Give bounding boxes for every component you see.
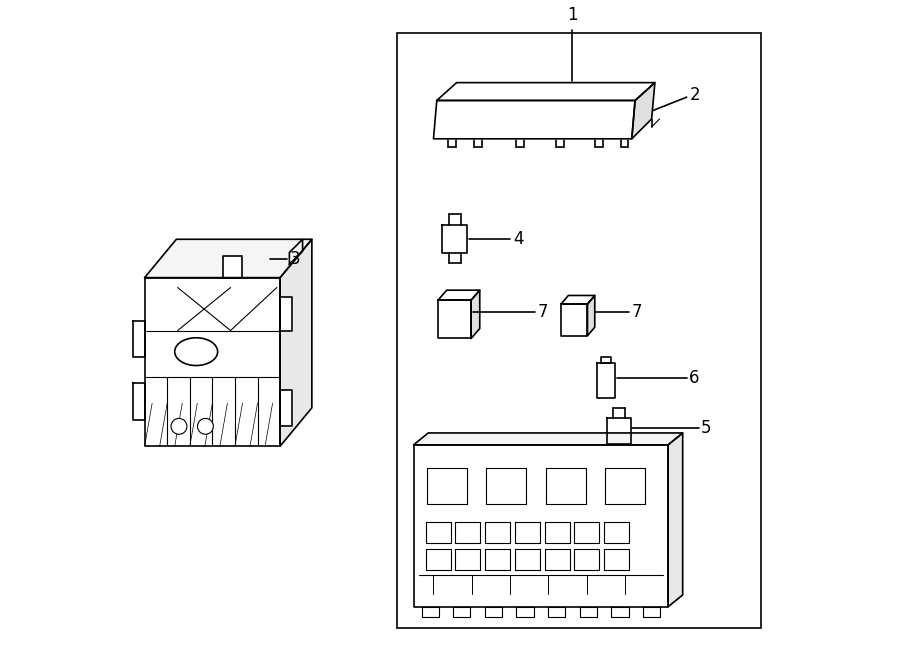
Polygon shape (438, 290, 480, 300)
Polygon shape (132, 383, 145, 420)
Polygon shape (632, 83, 655, 139)
Polygon shape (442, 225, 467, 253)
Text: 7: 7 (537, 303, 548, 321)
Polygon shape (280, 390, 292, 426)
Polygon shape (434, 100, 635, 139)
Ellipse shape (175, 338, 218, 366)
Text: 2: 2 (689, 86, 700, 104)
Polygon shape (132, 321, 145, 357)
Polygon shape (438, 300, 472, 338)
Polygon shape (280, 297, 292, 330)
Polygon shape (472, 290, 480, 338)
Polygon shape (598, 363, 615, 398)
Circle shape (197, 418, 213, 434)
Polygon shape (561, 295, 595, 304)
Polygon shape (145, 278, 280, 446)
Circle shape (171, 418, 187, 434)
Polygon shape (608, 418, 631, 444)
Polygon shape (414, 445, 668, 607)
Polygon shape (601, 357, 610, 363)
Polygon shape (145, 239, 312, 278)
Polygon shape (588, 295, 595, 336)
Bar (397, 33, 760, 628)
Text: 3: 3 (290, 250, 301, 268)
Text: 6: 6 (689, 369, 700, 387)
Polygon shape (414, 433, 683, 445)
Text: 7: 7 (632, 303, 643, 321)
Text: 1: 1 (567, 7, 578, 24)
Text: 5: 5 (701, 418, 712, 437)
Text: 4: 4 (513, 230, 523, 249)
Polygon shape (436, 83, 655, 100)
Polygon shape (668, 433, 683, 607)
Polygon shape (280, 239, 312, 446)
Polygon shape (222, 256, 242, 278)
Polygon shape (561, 304, 588, 336)
